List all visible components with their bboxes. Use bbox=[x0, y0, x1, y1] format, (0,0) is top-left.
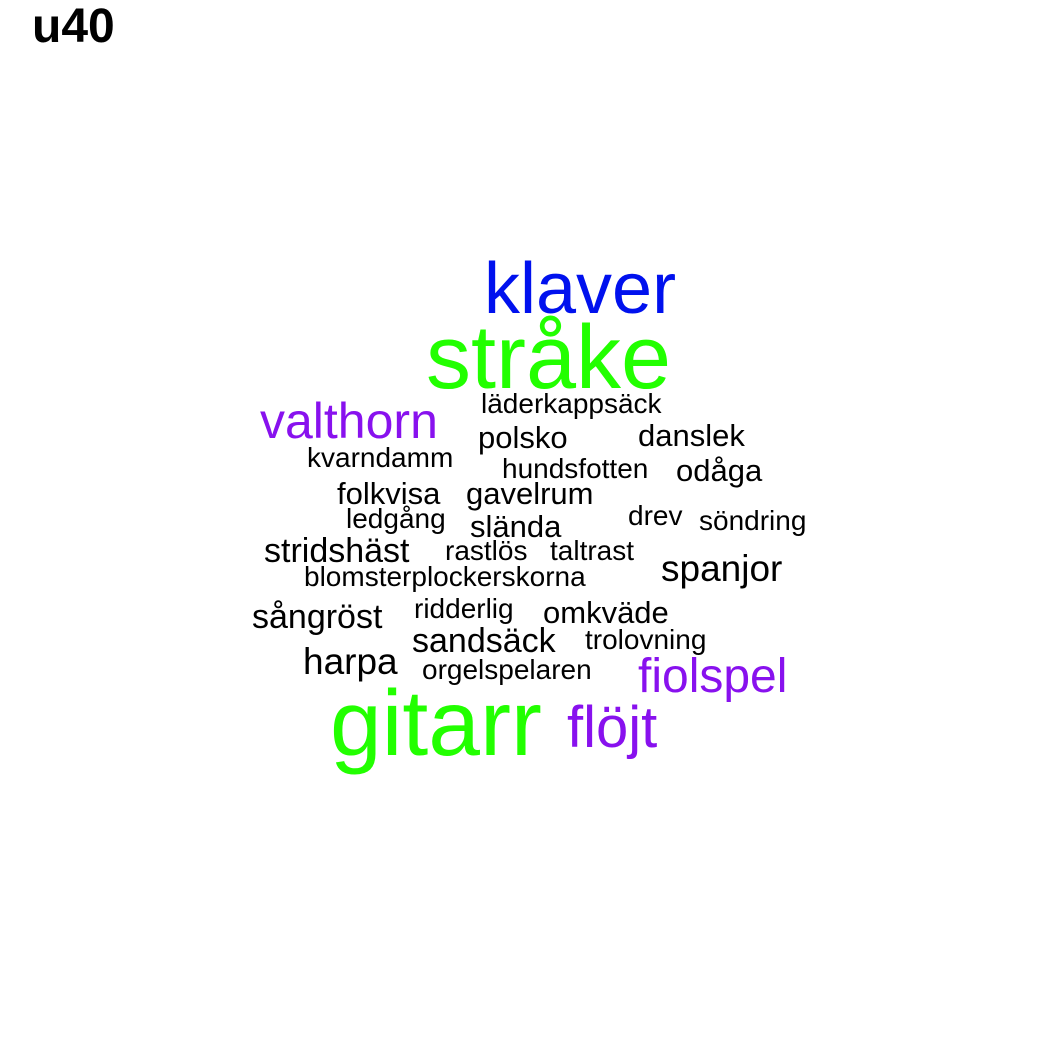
word-polsko: polsko bbox=[478, 420, 568, 455]
word-ledgang: ledgång bbox=[346, 503, 446, 534]
word-harpa: harpa bbox=[303, 641, 398, 682]
word-strake: stråke bbox=[426, 308, 672, 408]
word-gitarr: gitarr bbox=[330, 671, 542, 775]
word-gavelrum: gavelrum bbox=[466, 476, 594, 511]
word-sondring: söndring bbox=[699, 505, 807, 536]
word-fiolspel: fiolspel bbox=[638, 650, 788, 703]
word-folkvisa: folkvisa bbox=[337, 476, 441, 511]
word-flojt: flöjt bbox=[567, 695, 658, 760]
word-stridshast: stridshäst bbox=[264, 532, 410, 570]
word-hundsfotten: hundsfotten bbox=[502, 453, 649, 484]
word-valthorn: valthorn bbox=[260, 393, 438, 449]
word-danslek: danslek bbox=[638, 418, 745, 453]
word-odaga: odåga bbox=[676, 453, 763, 488]
word-spanjor: spanjor bbox=[661, 548, 783, 589]
word-blomsterplockerskorna: blomsterplockerskorna bbox=[304, 561, 586, 592]
word-ridderlig: ridderlig bbox=[414, 593, 514, 624]
word-rastlos: rastlös bbox=[445, 535, 528, 566]
word-trolovning: trolovning bbox=[585, 624, 707, 655]
word-omkvade: omkväde bbox=[543, 595, 669, 630]
page-title: u40 bbox=[32, 0, 115, 53]
word-klaver: klaver bbox=[484, 249, 677, 329]
word-taltrast: taltrast bbox=[550, 535, 635, 566]
word-kvarndamm: kvarndamm bbox=[307, 442, 454, 473]
word-drev: drev bbox=[628, 500, 683, 531]
word-sangrost: sångröst bbox=[252, 598, 383, 636]
word-orgelspelaren: orgelspelaren bbox=[422, 654, 592, 685]
word-sandsack: sandsäck bbox=[412, 622, 556, 660]
word-slanda: slända bbox=[470, 509, 562, 544]
word-laderkappsack: läderkappsäck bbox=[481, 388, 662, 419]
